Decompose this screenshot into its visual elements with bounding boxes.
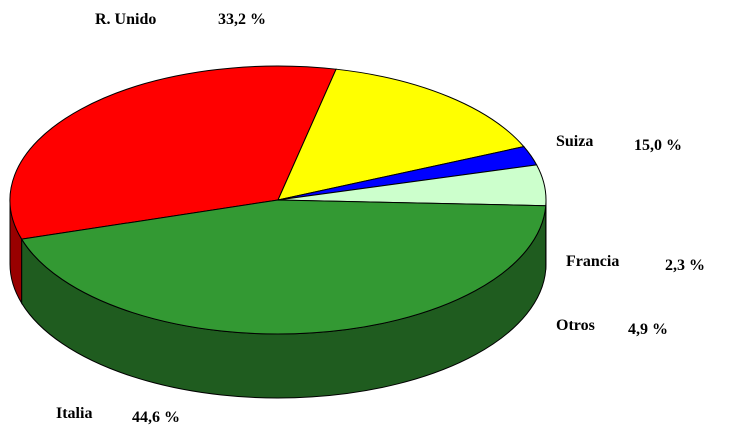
slice-value-italia: 44,6 % [132, 409, 180, 426]
slice-label-otros: Otros [556, 317, 595, 334]
slice-value-r-unido: 33,2 % [218, 11, 266, 28]
slice-suiza [277, 68, 525, 201]
slice-label-italia: Italia [56, 405, 92, 422]
pie-tops [9, 65, 547, 335]
pie-labels: R. Unido 33,2 % Suiza 15,0 % Francia 2,3… [56, 11, 705, 426]
slice-label-r-unido: R. Unido [95, 11, 156, 28]
slice-italia [20, 199, 547, 335]
slice-label-suiza: Suiza [556, 133, 593, 150]
slice-label-francia: Francia [566, 253, 619, 270]
slice-value-francia: 2,3 % [665, 257, 705, 274]
slice-r-unido [9, 65, 337, 240]
slice-value-otros: 4,9 % [628, 321, 668, 338]
slice-value-suiza: 15,0 % [634, 137, 682, 154]
